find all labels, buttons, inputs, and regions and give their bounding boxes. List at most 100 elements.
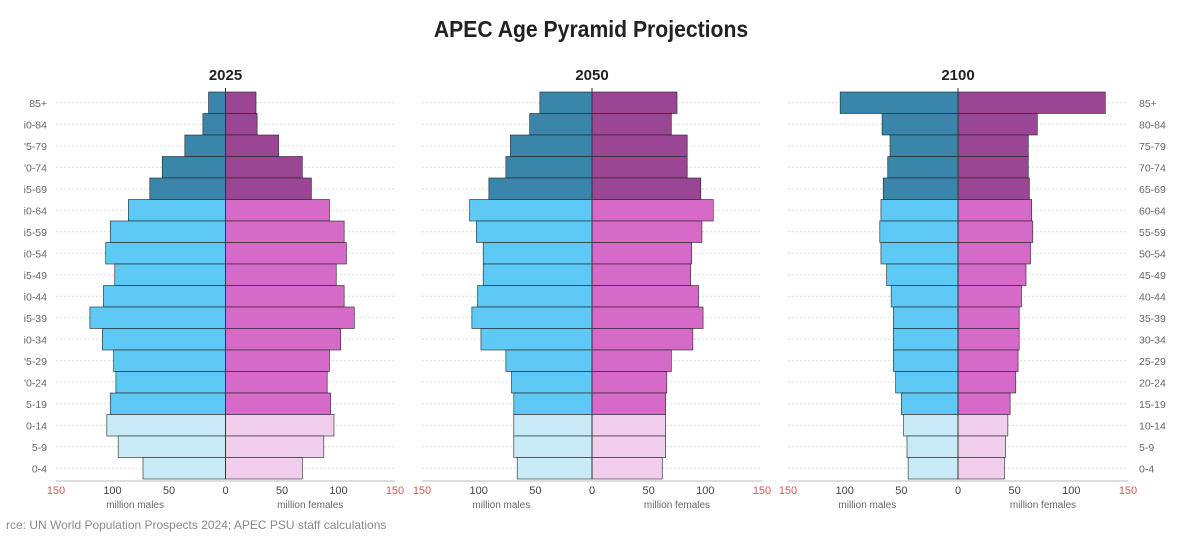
male-bar <box>476 220 593 243</box>
male-bar <box>202 113 226 136</box>
female-bar <box>225 220 345 243</box>
pyramid-panel-2050: 2050 150 100 50 0 50 100 150 million males millio… <box>413 67 771 511</box>
female-bar <box>591 414 666 437</box>
male-bar <box>893 328 959 351</box>
chart-main-title: APEC Age Pyramid Projections <box>433 16 749 42</box>
female-bar <box>957 199 1032 222</box>
male-bar <box>505 349 593 372</box>
x-tick-label: 50 <box>643 485 655 497</box>
male-bar <box>513 435 593 458</box>
male-bar <box>161 156 226 179</box>
female-bar <box>225 177 312 200</box>
male-bar <box>117 435 226 458</box>
age-group-label: 30-34 <box>1139 334 1166 346</box>
male-bar <box>879 220 959 243</box>
source-note: rce: UN World Population Prospects 2024;… <box>6 518 387 532</box>
age-group-label: i0-84 <box>24 119 48 131</box>
age-group-label: 60-64 <box>1139 205 1166 217</box>
age-group-label: 10-14 <box>1139 420 1166 432</box>
male-bar <box>513 392 593 415</box>
age-group-label: 55-59 <box>1139 227 1166 239</box>
male-bar <box>511 371 593 394</box>
age-group-label: 80-84 <box>1139 119 1166 131</box>
male-bar <box>113 349 226 372</box>
female-bar <box>957 328 1020 351</box>
age-group-label: 20-24 <box>1139 377 1166 389</box>
age-group-label: i0-54 <box>24 248 48 260</box>
x-tick-label: 100 <box>469 485 487 497</box>
male-bar <box>208 91 226 114</box>
x-tick-label: 150 <box>413 485 431 497</box>
female-bar <box>591 285 699 308</box>
age-group-label: 40-44 <box>1139 291 1166 303</box>
male-bar <box>482 242 593 265</box>
male-bar <box>105 242 226 265</box>
male-bar <box>103 285 226 308</box>
age-group-label: 35-39 <box>1139 313 1166 325</box>
age-group-label: 0-4 <box>1139 463 1154 475</box>
age-group-label: 50-54 <box>1139 248 1166 260</box>
x-tick-label: 150 <box>1119 485 1137 497</box>
male-bar <box>128 199 226 222</box>
male-bar <box>529 113 593 136</box>
pyramid-panel-2100: 2100 150 100 50 0 50 100 150 million males millio… <box>779 67 1166 511</box>
male-bar <box>106 414 226 437</box>
male-bar <box>907 457 959 480</box>
female-bar <box>591 392 666 415</box>
age-group-label: 0-4 <box>32 463 47 475</box>
male-bar <box>903 414 959 437</box>
age-group-label: 0-14 <box>26 420 47 432</box>
female-bar <box>591 242 693 265</box>
age-group-label: '5-29 <box>24 356 47 368</box>
male-bar <box>114 263 226 286</box>
male-bar <box>471 306 593 329</box>
female-bar <box>225 435 325 458</box>
female-bar <box>591 457 663 480</box>
x-tick-label: 0 <box>222 485 228 497</box>
female-bar <box>591 328 694 351</box>
female-bar <box>957 91 1106 114</box>
female-bar <box>591 199 714 222</box>
age-group-label: i0-64 <box>24 205 48 217</box>
female-bar <box>591 177 702 200</box>
female-bar <box>591 156 688 179</box>
male-bar <box>893 349 959 372</box>
x-axis-label-females: million females <box>1010 500 1076 511</box>
male-bar <box>893 306 959 329</box>
female-bar <box>957 220 1034 243</box>
female-bar <box>225 371 328 394</box>
age-group-label: i0-34 <box>24 334 48 346</box>
age-group-label: 65-69 <box>1139 184 1166 196</box>
x-axis-label-females: million females <box>644 500 710 511</box>
male-bar <box>516 457 593 480</box>
age-group-label: i5-49 <box>24 270 48 282</box>
male-bar <box>887 156 959 179</box>
female-bar <box>957 156 1029 179</box>
x-tick-label: 50 <box>895 485 907 497</box>
x-axis-label-males: million males <box>472 500 530 511</box>
female-bar <box>591 435 666 458</box>
panel-title: 2100 <box>941 67 974 84</box>
panel-title: 2025 <box>209 67 242 84</box>
female-bar <box>957 242 1031 265</box>
male-bar <box>149 177 226 200</box>
male-bar <box>480 328 593 351</box>
age-group-label: '0-24 <box>24 377 47 389</box>
age-group-label: i5-39 <box>24 313 48 325</box>
female-bar <box>957 285 1022 308</box>
female-bar <box>225 263 337 286</box>
age-group-label: 70-74 <box>1139 162 1166 174</box>
female-bar <box>225 414 335 437</box>
female-bar <box>225 156 303 179</box>
age-group-label: 85+ <box>1139 98 1157 110</box>
male-bar <box>89 306 226 329</box>
female-bar <box>957 113 1038 136</box>
female-bar <box>591 220 703 243</box>
female-bar <box>225 113 258 136</box>
x-tick-label: 50 <box>529 485 541 497</box>
x-axis-label-females: million females <box>277 500 343 511</box>
male-bar <box>488 177 593 200</box>
age-group-label: i0-44 <box>24 291 48 303</box>
age-group-label: 75-79 <box>1139 141 1166 153</box>
age-group-label: 15-19 <box>1139 399 1166 411</box>
